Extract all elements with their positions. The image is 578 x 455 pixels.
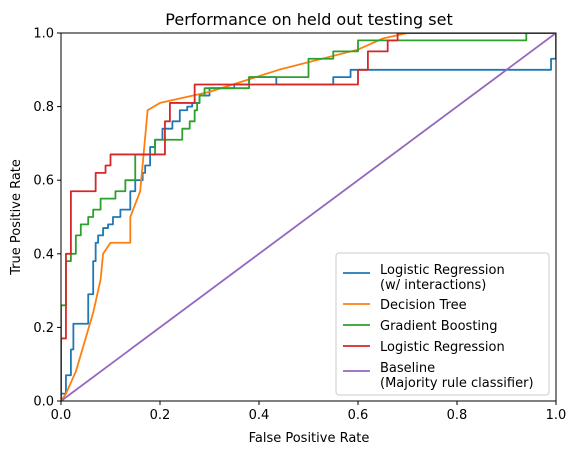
series-line-2 xyxy=(61,33,556,401)
y-tick-label: 1.0 xyxy=(33,27,54,42)
series-line-3 xyxy=(61,33,556,401)
y-tick-label: 0.4 xyxy=(33,247,54,262)
y-tick-label: 0.6 xyxy=(33,174,54,189)
x-tick-label: 0.2 xyxy=(150,408,171,423)
x-tick-label: 0.0 xyxy=(51,408,72,423)
y-tick-label: 0.0 xyxy=(33,395,54,410)
x-tick-label: 0.6 xyxy=(348,408,369,423)
x-axis-label: False Positive Rate xyxy=(249,431,370,446)
x-tick-label: 0.4 xyxy=(249,408,270,423)
legend-label-3: Logistic Regression xyxy=(380,340,505,355)
chart-title: Performance on held out testing set xyxy=(165,10,452,29)
legend-label-4: (Majority rule classifier) xyxy=(380,376,534,391)
axis-ticks: 0.00.0 0.2 0.2 0.4 0.4 0.6 0.6 0.8 0.8 1.0 1.0 xyxy=(33,27,566,424)
x-tick-label: 0.8 xyxy=(447,408,468,423)
legend-label-0: Logistic Regression xyxy=(380,263,505,278)
y-axis-label: True Positive Rate xyxy=(9,159,24,276)
legend-box xyxy=(335,252,550,396)
legend-label-2: Gradient Boosting xyxy=(380,319,498,334)
plot-area xyxy=(60,32,557,402)
y-tick-label: 0.8 xyxy=(33,100,54,115)
x-tick-label: 1.0 xyxy=(546,408,567,423)
legend: Logistic Regression(w/ interactions)Deci… xyxy=(335,252,550,396)
y-tick-label: 0.2 xyxy=(33,321,54,336)
legend-label-1: Decision Tree xyxy=(380,298,467,313)
legend-label-4: Baseline xyxy=(380,361,435,376)
series-line-4 xyxy=(61,33,556,401)
legend-label-0: (w/ interactions) xyxy=(380,278,486,293)
axes-frame xyxy=(60,32,557,402)
